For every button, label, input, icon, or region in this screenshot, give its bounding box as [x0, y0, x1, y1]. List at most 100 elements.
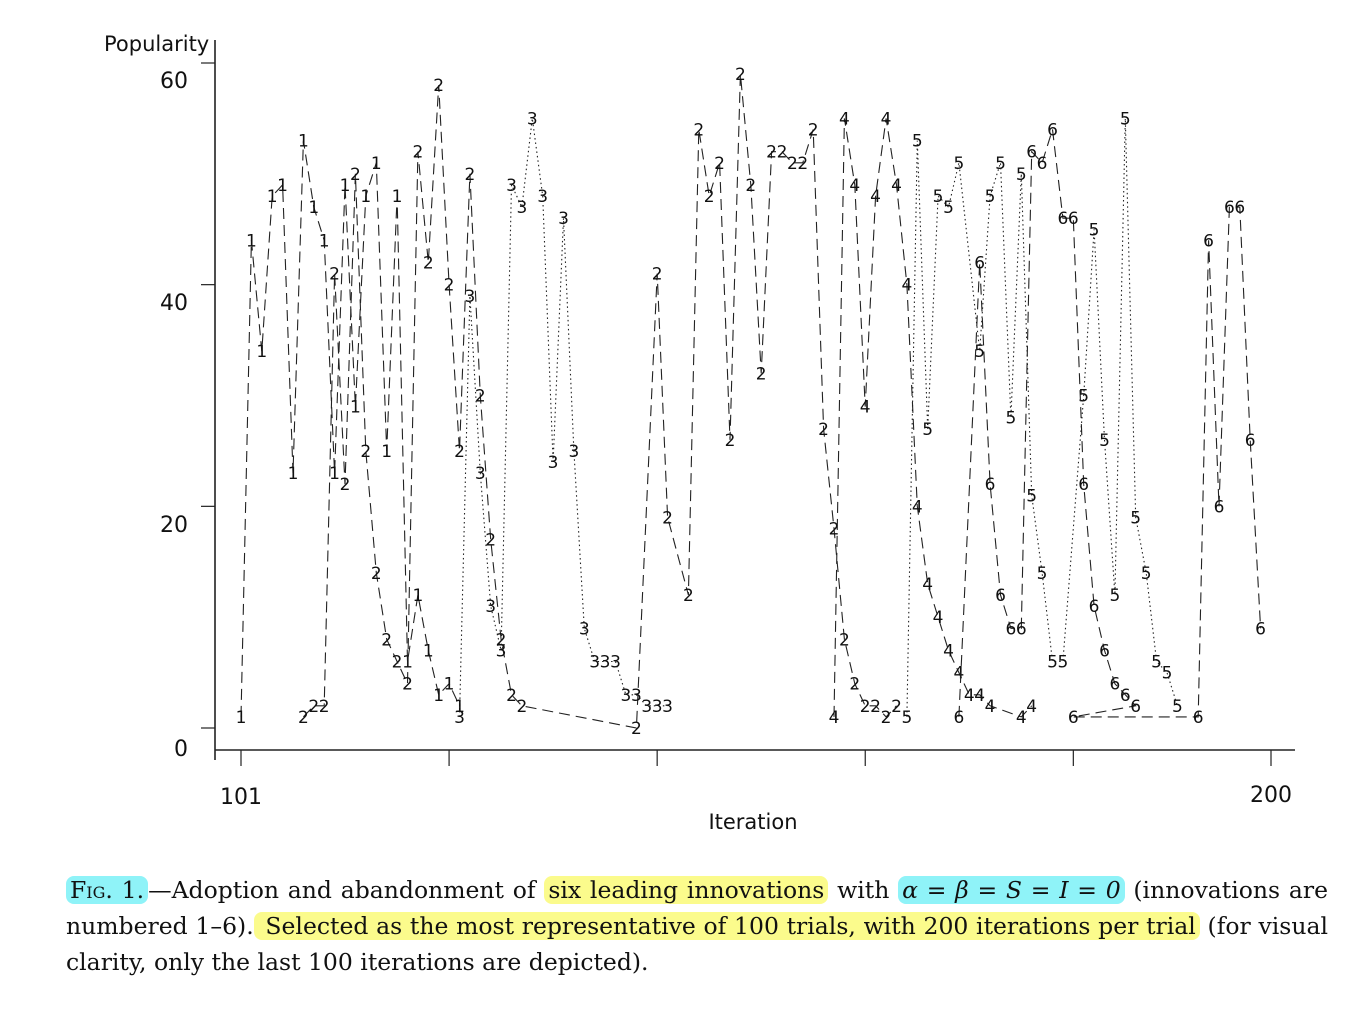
series-6-point: 6 — [1068, 209, 1079, 229]
series-3-point: 3 — [568, 442, 579, 462]
series-1-point: 1 — [433, 686, 444, 706]
series-3-point: 3 — [620, 686, 631, 706]
series-2-point: 2 — [829, 520, 840, 540]
series-3-point: 3 — [496, 641, 507, 661]
series-1-point: 1 — [319, 231, 330, 251]
y-tick-label-0: 0 — [174, 737, 188, 762]
series-3-point: 3 — [579, 619, 590, 639]
series-5-point: 5 — [1151, 653, 1162, 673]
series-6-point: 6 — [1057, 209, 1068, 229]
series-6-point: 6 — [953, 708, 964, 728]
series-4-point: 4 — [849, 176, 860, 196]
series-2-point: 2 — [766, 143, 777, 163]
series-6-point: 6 — [1130, 697, 1141, 717]
series-5-point: 5 — [1141, 564, 1152, 584]
x-tick-label-101: 101 — [220, 785, 262, 810]
series-5-point: 5 — [1005, 409, 1016, 429]
series-6-point: 6 — [1255, 619, 1266, 639]
series-2-point: 2 — [350, 165, 361, 185]
series-2-point: 2 — [891, 697, 902, 717]
tick-labels: 0 20 40 60 101 200 — [160, 69, 1292, 810]
series-4-point: 4 — [922, 575, 933, 595]
series-2-point: 2 — [652, 265, 663, 285]
series-1-point: 1 — [371, 154, 382, 174]
series-5-point: 5 — [1120, 109, 1131, 129]
series-6-point: 6 — [1234, 198, 1245, 218]
series-3-point: 3 — [548, 453, 559, 473]
series-2-point: 2 — [797, 154, 808, 174]
series-4-point: 4 — [964, 686, 975, 706]
series-6-point: 6 — [1047, 121, 1058, 141]
series-2-point: 2 — [787, 154, 798, 174]
series-1-point: 1 — [329, 464, 340, 484]
series-5-point: 5 — [1037, 564, 1048, 584]
series-2-point: 2 — [485, 531, 496, 551]
series-4-point: 4 — [839, 109, 850, 129]
series-3-point: 3 — [631, 686, 642, 706]
series-6-point: 6 — [1224, 198, 1235, 218]
series-3-point: 3 — [527, 109, 538, 129]
series-2-point: 2 — [423, 254, 434, 274]
series-5-point: 5 — [1099, 431, 1110, 451]
series-2-point: 2 — [402, 675, 413, 695]
series-6-line — [958, 129, 1262, 718]
series-2-point: 2 — [464, 165, 475, 185]
chart-axes — [214, 40, 1295, 760]
series-4-point: 4 — [901, 276, 912, 296]
series-2-point: 2 — [454, 442, 465, 462]
series-6-point: 6 — [1037, 154, 1048, 174]
series-1-point: 1 — [298, 132, 309, 152]
series-5-point: 5 — [1016, 165, 1027, 185]
series-1-point: 1 — [412, 586, 423, 606]
series-2-point: 2 — [839, 630, 850, 650]
series-6-point: 6 — [1214, 497, 1225, 517]
caption-highlight-selection: Selected as the most representative of 1… — [253, 912, 1200, 940]
series-5-point: 5 — [1172, 697, 1183, 717]
series-2-point: 2 — [808, 121, 819, 141]
series-2-point: 2 — [725, 431, 736, 451]
series-4-point: 4 — [912, 497, 923, 517]
series-6-point: 6 — [1005, 619, 1016, 639]
x-axis-title: Iteration — [708, 810, 797, 834]
series-3-line — [458, 118, 668, 717]
series-5-point: 5 — [974, 342, 985, 362]
series-2-point: 2 — [704, 187, 715, 207]
series-1-point: 1 — [277, 176, 288, 196]
series-2-point: 2 — [777, 143, 788, 163]
series-2-point: 2 — [881, 708, 892, 728]
series-2-point: 2 — [381, 630, 392, 650]
series-2-point: 2 — [662, 508, 673, 528]
series-5-point: 5 — [1047, 653, 1058, 673]
series-3-point: 3 — [485, 597, 496, 617]
series-4-point: 4 — [933, 608, 944, 628]
series-4-point: 4 — [985, 697, 996, 717]
series-2-point: 2 — [714, 154, 725, 174]
caption-text-3: (innovations are numbered 1–6). — [66, 876, 1328, 940]
series-4-point: 4 — [881, 109, 892, 129]
series-6-point: 6 — [1120, 686, 1131, 706]
series-3-point: 3 — [558, 209, 569, 229]
series-1-point: 1 — [236, 708, 247, 728]
series-6-point: 6 — [1245, 431, 1256, 451]
axis-ticks — [201, 62, 1272, 766]
series-4-point: 4 — [829, 708, 840, 728]
series-6-point: 6 — [1193, 708, 1204, 728]
series-1-point: 1 — [256, 342, 267, 362]
series-2-point: 2 — [818, 420, 829, 440]
series-3-point: 3 — [589, 653, 600, 673]
series-2-point: 2 — [745, 176, 756, 196]
caption-text-2: with — [828, 876, 899, 904]
series-2-point: 2 — [870, 697, 881, 717]
series-2-point: 2 — [412, 143, 423, 163]
series-2-point: 2 — [308, 697, 319, 717]
series-2-point: 2 — [756, 364, 767, 384]
series-1-point: 1 — [267, 187, 278, 207]
series-6-point: 6 — [1016, 619, 1027, 639]
series-1-point: 1 — [246, 231, 257, 251]
series-4-point: 4 — [943, 641, 954, 661]
